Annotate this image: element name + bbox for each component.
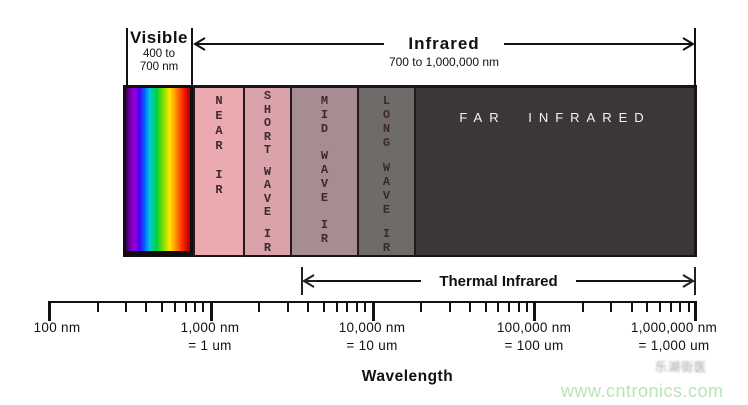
infrared-title: Infrared <box>408 34 480 53</box>
axis-label: 10,000 nm = 10 um <box>338 320 406 353</box>
arrowhead-right-icon <box>680 37 695 51</box>
infrared-arrow-line-right <box>503 43 681 45</box>
wavelength-axis <box>48 301 697 325</box>
far-infrared-band: FAR INFRARED <box>414 85 697 257</box>
visible-title: Visible <box>130 28 188 47</box>
axis-label: 1,000 nm = 1 um <box>180 320 240 353</box>
arrowhead-right-icon <box>680 274 694 288</box>
far-infrared-label: FAR INFRARED <box>459 110 651 125</box>
wavelength-axis-title: Wavelength <box>361 368 454 385</box>
axis-label: 1,000,000 nm = 1,000 um <box>630 320 718 353</box>
infrared-arrow-line-left <box>208 43 385 45</box>
visible-spectrum-band <box>123 85 193 257</box>
visible-range-line2: 700 nm <box>139 61 179 73</box>
site-watermark: www.cntronics.com <box>561 381 724 401</box>
axis-tick-labels: 100 nm 1,000 nm = 1 um 10,000 nm = 10 um 100,… <box>0 320 748 364</box>
visible-range-line1: 400 to <box>143 48 175 60</box>
axis-label: 100,000 nm = 100 um <box>496 320 572 353</box>
axis-label: 100 nm <box>33 320 81 335</box>
infrared-range: 700 to 1,000,000 nm <box>388 55 500 69</box>
visible-box-right-line <box>191 28 193 85</box>
blurred-cjk-watermark: 乐湖街医 <box>655 360 708 374</box>
arrowhead-left-icon <box>193 37 208 51</box>
visible-header: Visible 400 to 700 nm <box>126 28 192 85</box>
infrared-header-arrow: Infrared <box>193 34 695 53</box>
thermal-infrared-label: Thermal Infrared <box>439 272 558 290</box>
visible-box-left-line <box>126 28 128 85</box>
thermal-right-tick <box>694 267 696 295</box>
arrowhead-left-icon <box>303 274 317 288</box>
infrared-right-boundary-line <box>694 28 696 85</box>
thermal-arrow-line-left <box>317 280 422 282</box>
thermal-infrared-arrow: Thermal Infrared <box>301 266 696 296</box>
thermal-arrow-line-right <box>575 280 680 282</box>
thermal-left-tick <box>301 267 303 295</box>
